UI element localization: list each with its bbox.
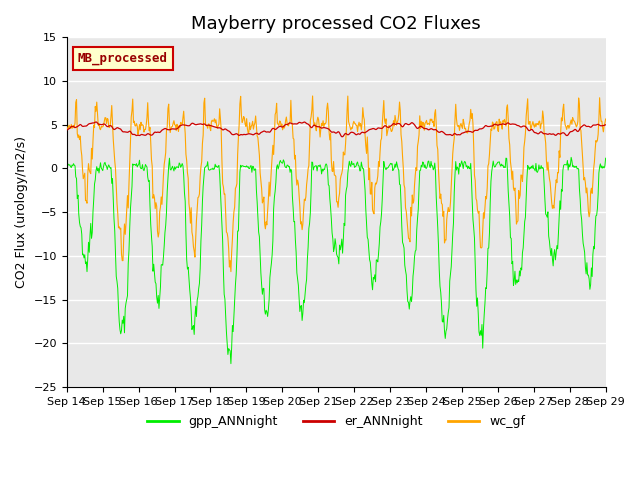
Legend: gpp_ANNnight, er_ANNnight, wc_gf: gpp_ANNnight, er_ANNnight, wc_gf <box>142 410 530 433</box>
Y-axis label: CO2 Flux (urology/m2/s): CO2 Flux (urology/m2/s) <box>15 136 28 288</box>
Text: MB_processed: MB_processed <box>77 52 168 65</box>
Title: Mayberry processed CO2 Fluxes: Mayberry processed CO2 Fluxes <box>191 15 481 33</box>
